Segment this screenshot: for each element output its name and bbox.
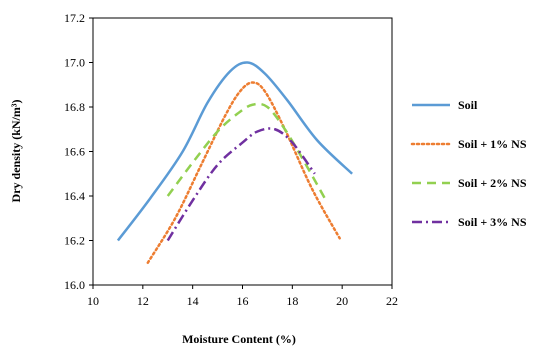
series-line-4	[166, 127, 316, 242]
plot-area	[92, 17, 393, 286]
x-axis-ticks: 10 12 14 16 18 20 22	[87, 285, 398, 308]
x-tick-label: 16	[237, 294, 249, 308]
y-tick-label: 17.0	[64, 56, 85, 70]
y-tick-label: 16.8	[64, 100, 85, 114]
series-line-1	[116, 61, 353, 242]
legend-label: Soil + 2% NS	[458, 176, 527, 190]
legend-label: Soil + 1% NS	[458, 137, 527, 151]
x-tick-label: 22	[386, 294, 398, 308]
y-tick-label: 16.0	[64, 278, 85, 292]
legend: Soil Soil + 1% NS Soil + 2% NS Soil + 3% NS	[410, 98, 527, 229]
legend-label: Soil	[458, 98, 478, 112]
y-axis-ticks: 16.0 16.2 16.4 16.6 16.8 17.0 17.2	[64, 11, 93, 292]
legend-label: Soil + 3% NS	[458, 215, 527, 229]
x-axis-title: Moisture Content (%)	[182, 332, 296, 346]
y-tick-label: 16.4	[64, 189, 85, 203]
y-tick-label: 17.2	[64, 11, 85, 25]
series-line-2	[146, 81, 341, 264]
y-tick-label: 16.2	[64, 234, 85, 248]
x-tick-label: 18	[286, 294, 298, 308]
x-tick-label: 10	[87, 294, 99, 308]
y-axis-title: Dry density (kN/m³)	[9, 100, 23, 203]
series-lines	[116, 61, 353, 264]
x-tick-label: 20	[336, 294, 348, 308]
y-tick-label: 16.6	[64, 145, 85, 159]
x-tick-label: 12	[137, 294, 149, 308]
x-tick-label: 14	[187, 294, 199, 308]
